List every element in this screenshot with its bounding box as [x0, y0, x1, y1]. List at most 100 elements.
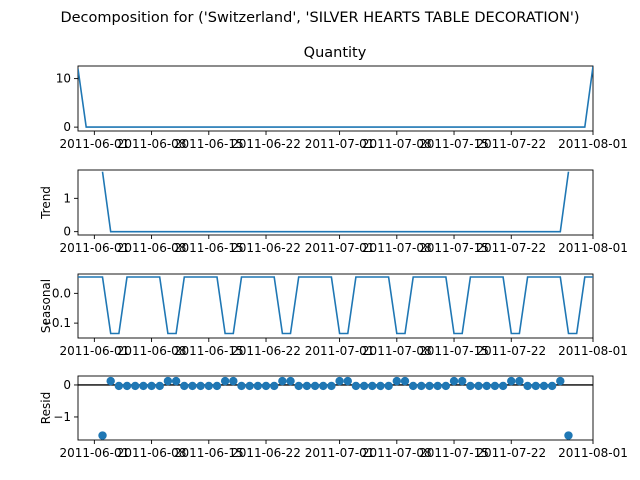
resid-point	[351, 381, 361, 391]
resid-point	[122, 381, 132, 391]
x-tick-label: 2011-08-01	[558, 344, 628, 358]
resid-panel: 2011-06-012011-06-082011-06-152011-06-22…	[39, 375, 628, 460]
x-tick-label: 2011-07-15	[419, 137, 489, 151]
x-tick-label: 2011-07-01	[305, 137, 375, 151]
resid-point	[556, 376, 565, 386]
x-tick-label: 2011-07-22	[476, 446, 546, 460]
x-tick-label: 2011-08-01	[558, 241, 628, 255]
x-tick-label: 2011-06-08	[117, 137, 187, 151]
x-tick-label: 2011-07-15	[419, 446, 489, 460]
x-tick-label: 2011-06-22	[231, 137, 301, 151]
x-tick-label: 2011-07-01	[305, 241, 375, 255]
resid-point	[343, 376, 352, 386]
resid-point	[335, 376, 344, 386]
x-tick-label: 2011-06-08	[117, 241, 187, 255]
x-tick-label: 2011-06-22	[231, 241, 301, 255]
resid-point	[531, 381, 540, 391]
x-tick-label: 2011-06-01	[59, 241, 129, 255]
resid-point	[507, 376, 516, 386]
resid-point	[237, 381, 246, 391]
resid-point	[212, 381, 222, 391]
resid-point	[539, 381, 549, 391]
y-tick-label: 0	[63, 225, 71, 239]
resid-point	[466, 381, 475, 391]
resid-point	[441, 381, 451, 391]
resid-point	[171, 376, 181, 386]
resid-point	[155, 381, 164, 391]
resid-point	[286, 376, 295, 386]
x-tick-label: 2011-06-01	[59, 344, 129, 358]
resid-point	[229, 376, 238, 386]
axes-frame	[77, 65, 594, 132]
x-tick-label: 2011-06-22	[231, 344, 301, 358]
resid-point	[253, 381, 263, 391]
resid-point	[310, 381, 320, 391]
trend-panel: 2011-06-012011-06-082011-06-152011-06-22…	[39, 169, 628, 255]
resid-point	[400, 376, 410, 386]
resid-point	[408, 381, 418, 391]
resid-point	[220, 376, 230, 386]
series-line	[78, 66, 593, 128]
resid-point	[188, 381, 197, 391]
resid-point	[523, 381, 532, 391]
x-tick-label: 2011-07-22	[476, 241, 546, 255]
axes-frame	[77, 273, 594, 339]
resid-point	[163, 376, 173, 386]
y-tick-label: −0.1	[42, 316, 71, 330]
axes-frame	[77, 375, 594, 441]
resid-point	[269, 381, 279, 391]
x-tick-label: 2011-06-15	[174, 344, 244, 358]
x-tick-label: 2011-06-01	[59, 137, 129, 151]
x-tick-label: 2011-07-08	[362, 344, 432, 358]
resid-point	[392, 376, 402, 386]
y-tick-label: 10	[56, 72, 71, 86]
resid-point	[425, 381, 434, 391]
resid-point	[384, 381, 393, 391]
x-tick-label: 2011-07-22	[476, 137, 546, 151]
x-tick-label: 2011-08-01	[558, 137, 628, 151]
resid-point	[302, 381, 312, 391]
x-tick-label: 2011-07-08	[362, 241, 432, 255]
resid-point	[515, 376, 524, 386]
x-tick-label: 2011-06-15	[174, 241, 244, 255]
resid-point	[498, 381, 508, 391]
x-tick-label: 2011-08-01	[558, 446, 628, 460]
x-tick-label: 2011-06-15	[174, 137, 244, 151]
resid-point	[319, 381, 328, 391]
series-line	[78, 276, 593, 335]
resid-point	[139, 381, 148, 391]
resid-point	[458, 376, 467, 386]
resid-point	[547, 381, 557, 391]
quantity-panel-title: Quantity	[304, 45, 367, 61]
resid-point	[114, 381, 124, 391]
x-tick-label: 2011-07-01	[305, 446, 375, 460]
resid-point	[359, 381, 369, 391]
resid-point	[261, 381, 271, 391]
resid-point	[482, 381, 491, 391]
resid-point	[449, 376, 459, 386]
axes-frame	[77, 169, 594, 236]
resid-point	[180, 381, 189, 391]
x-tick-label: 2011-07-08	[362, 446, 432, 460]
y-tick-label: 0	[63, 120, 71, 134]
x-tick-label: 2011-06-01	[59, 446, 129, 460]
y-axis-label: Resid	[39, 392, 53, 424]
figure-suptitle: Decomposition for ('Switzerland', 'SILVE…	[60, 10, 579, 26]
x-tick-label: 2011-07-08	[362, 137, 432, 151]
x-tick-label: 2011-06-08	[117, 344, 187, 358]
y-axis-label: Trend	[39, 186, 53, 220]
resid-point	[376, 381, 385, 391]
y-tick-label: 0.0	[52, 286, 71, 300]
x-tick-label: 2011-07-15	[419, 241, 489, 255]
resid-point	[196, 381, 205, 391]
x-tick-label: 2011-07-22	[476, 344, 546, 358]
resid-point	[294, 381, 303, 391]
resid-point	[368, 381, 377, 391]
series-line	[101, 171, 570, 233]
resid-point	[327, 381, 336, 391]
y-tick-label: 1	[63, 191, 71, 205]
resid-point	[245, 381, 254, 391]
x-tick-label: 2011-06-08	[117, 446, 187, 460]
resid-point	[106, 376, 115, 386]
